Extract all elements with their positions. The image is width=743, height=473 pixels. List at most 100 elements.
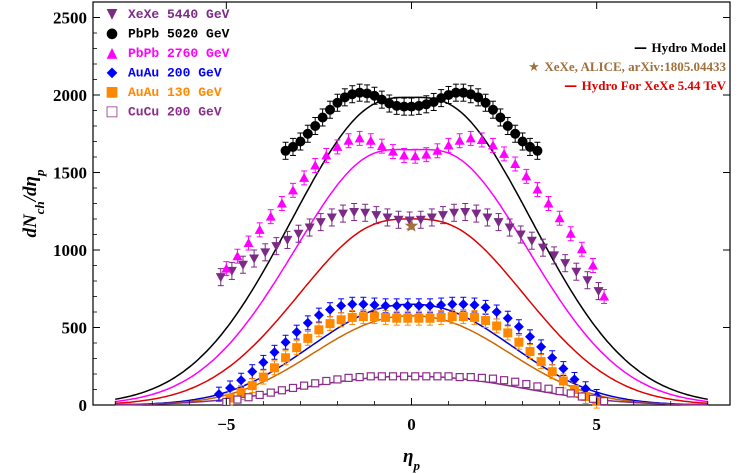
data-point — [269, 363, 279, 373]
axes: −5 0 5 0 500 1000 1500 2000 2500 — [53, 2, 730, 434]
data-point — [499, 376, 509, 385]
data-point — [471, 209, 482, 219]
data-point — [555, 386, 564, 396]
data-point — [317, 112, 328, 123]
data-point — [302, 128, 313, 139]
data-point — [315, 218, 326, 228]
data-point — [237, 260, 248, 270]
legend-label: CuCu 200 GeV — [128, 105, 222, 120]
data-point — [293, 229, 304, 239]
y-tick-label: 0 — [79, 396, 88, 415]
data-point — [503, 328, 513, 338]
data-point — [436, 300, 447, 311]
data-point — [310, 160, 321, 170]
legend-marker: ★ — [528, 60, 544, 75]
data-point — [347, 299, 358, 310]
y-tick-label: 2000 — [53, 86, 87, 105]
data-point — [481, 316, 491, 326]
data-point — [249, 254, 260, 264]
legend-label: ★ XeXe, ALICE, arXiv:1805.04433 — [528, 59, 726, 75]
data-point — [449, 208, 460, 218]
data-point — [271, 242, 282, 252]
legend-marker: ◆ — [107, 65, 118, 81]
y-axis-label: dNch/dηp — [20, 169, 47, 237]
data-point — [302, 317, 313, 328]
data-point — [487, 104, 498, 115]
data-point — [406, 101, 417, 112]
data-point — [225, 382, 236, 393]
data-point — [525, 347, 535, 357]
data-point — [495, 112, 506, 123]
data-point — [511, 377, 520, 386]
data-point — [281, 353, 291, 363]
legend-label: PbPb 2760 GeV — [128, 46, 230, 61]
data-point — [411, 372, 420, 381]
data-point — [355, 373, 364, 382]
data-point — [571, 267, 582, 277]
data-point — [287, 185, 298, 195]
data-point — [358, 312, 368, 322]
data-point — [476, 134, 487, 144]
data-point — [255, 390, 264, 400]
data-point — [221, 263, 232, 273]
data-point — [522, 379, 531, 389]
data-point — [413, 300, 424, 311]
data-point — [236, 375, 247, 386]
data-point — [326, 213, 337, 223]
data-point — [269, 347, 280, 358]
data-point — [343, 135, 354, 145]
data-point — [465, 133, 476, 143]
data-point — [447, 312, 457, 322]
data-point — [421, 149, 432, 159]
data-point — [337, 209, 348, 219]
data-point — [488, 374, 498, 383]
data-point — [414, 313, 424, 323]
data-point — [587, 260, 598, 270]
data-point — [517, 136, 528, 147]
data-point — [547, 352, 558, 363]
data-point — [292, 343, 302, 353]
x-tick-label: −5 — [217, 415, 235, 434]
model-curve — [115, 303, 708, 406]
data-point — [344, 373, 353, 382]
data-point — [436, 312, 446, 322]
data-point — [502, 313, 513, 324]
data-point — [558, 376, 568, 386]
data-point — [425, 300, 436, 311]
data-point — [491, 307, 502, 317]
data-point — [599, 291, 610, 301]
legend-label: AuAu 130 GeV — [128, 85, 222, 100]
data-point — [233, 395, 242, 404]
data-point — [455, 373, 464, 382]
data-point — [232, 251, 243, 261]
data-point — [236, 388, 246, 398]
data-point — [454, 135, 465, 145]
data-point — [377, 372, 386, 381]
model-curve — [115, 148, 708, 403]
data-point — [258, 372, 268, 382]
data-point — [247, 366, 258, 377]
x-tick-label: 5 — [592, 415, 601, 434]
legend-marker: □ — [105, 104, 118, 120]
data-point — [547, 367, 557, 377]
data-point — [243, 238, 254, 248]
data-point — [336, 315, 346, 325]
data-point — [499, 148, 510, 158]
data-point — [304, 223, 315, 233]
data-point — [314, 325, 324, 335]
x-tick-label: 0 — [407, 415, 416, 434]
data-point — [425, 313, 435, 323]
data-point — [422, 372, 431, 381]
model-curve — [115, 96, 708, 401]
data-point — [391, 100, 402, 111]
legend-marker: ▼ — [107, 6, 118, 22]
data-point — [477, 373, 486, 382]
data-point — [588, 394, 598, 403]
data-point — [433, 372, 442, 381]
data-point — [332, 141, 343, 151]
data-point — [258, 357, 269, 368]
data-point — [402, 300, 413, 311]
data-point — [299, 381, 309, 390]
data-point — [526, 236, 537, 246]
